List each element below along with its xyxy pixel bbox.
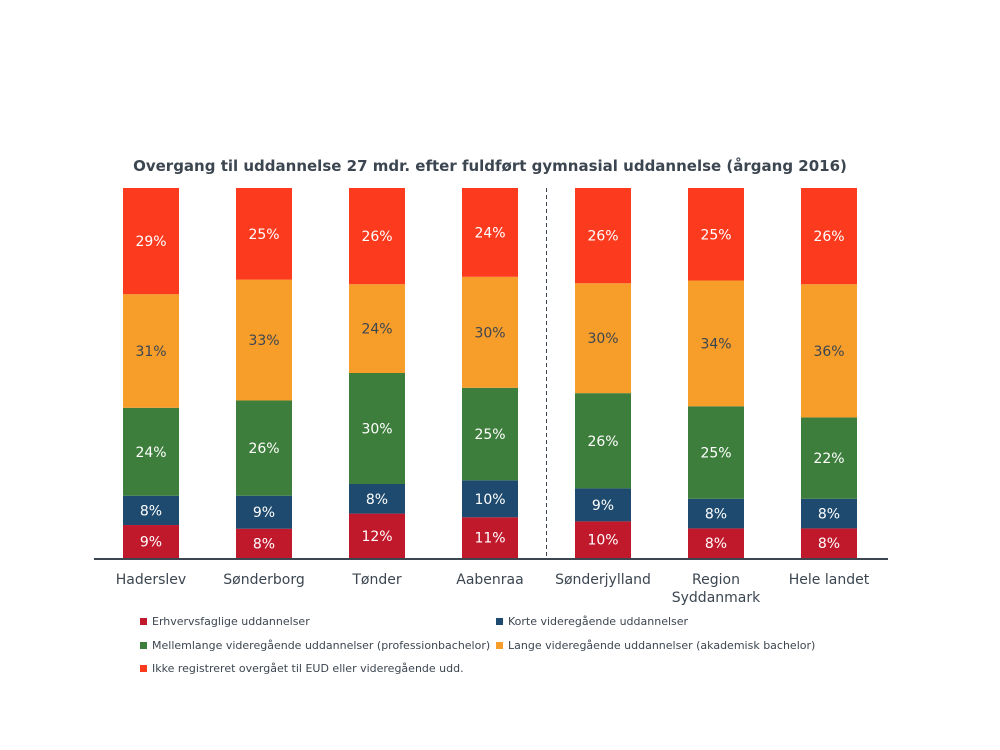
legend-label: Lange videregående uddannelser (akademis… bbox=[508, 639, 816, 652]
legend-label: Ikke registreret overgået til EUD eller … bbox=[152, 662, 464, 675]
bar-value-label: 36% bbox=[813, 344, 844, 360]
bar-value-label: 22% bbox=[813, 451, 844, 467]
category-label: Hele landet bbox=[789, 572, 870, 588]
bar-segment bbox=[349, 284, 405, 373]
legend-swatch bbox=[496, 618, 503, 625]
bar-segment bbox=[462, 387, 518, 481]
bar-segment bbox=[349, 484, 405, 514]
category-label: Aabenraa bbox=[456, 572, 523, 588]
legend-item-korte: Korte videregående uddannelser bbox=[496, 615, 688, 628]
bar-value-label: 31% bbox=[135, 344, 166, 360]
bar-segment bbox=[575, 188, 631, 284]
bar-segment bbox=[462, 188, 518, 277]
bar-value-label: 26% bbox=[813, 229, 844, 245]
bar-value-label: 33% bbox=[248, 333, 279, 349]
bar-value-label: 25% bbox=[474, 427, 505, 443]
category-label: Tønder bbox=[351, 572, 401, 588]
bar-segment bbox=[575, 393, 631, 489]
bar-segment bbox=[688, 188, 744, 281]
bar-value-label: 34% bbox=[700, 336, 731, 352]
bar-segment bbox=[801, 498, 857, 529]
bar-value-label: 30% bbox=[587, 331, 618, 347]
category-label: Syddanmark bbox=[672, 590, 761, 606]
bar-value-label: 24% bbox=[474, 225, 505, 241]
legend-label: Erhvervsfaglige uddannelser bbox=[152, 615, 310, 628]
category-labels: Haderslev Sønderborg Tønder Aabenraa Sønderj… bbox=[116, 572, 870, 606]
bar-value-label: 8% bbox=[705, 536, 727, 552]
bar-segment bbox=[349, 373, 405, 484]
bar-segment bbox=[349, 513, 405, 558]
category-label: Haderslev bbox=[116, 572, 186, 588]
legend-item-ikke-registreret: Ikke registreret overgået til EUD eller … bbox=[140, 662, 464, 675]
bar-segment bbox=[801, 188, 857, 285]
bar-segment bbox=[801, 284, 857, 418]
bar-segment bbox=[575, 283, 631, 394]
bar-value-label: 25% bbox=[248, 227, 279, 243]
legend-label: Korte videregående uddannelser bbox=[508, 615, 689, 628]
legend-swatch bbox=[496, 642, 503, 649]
bar-segment bbox=[123, 407, 179, 496]
bar-segment bbox=[801, 528, 857, 558]
bar-segment bbox=[349, 188, 405, 285]
bar-segment bbox=[236, 279, 292, 401]
bars-group: 9% 8% 24% 31% 29% 8% 9% 26% 33% 25% 12% 8% 30% 24% 26%… bbox=[123, 188, 857, 558]
bar-segment bbox=[236, 188, 292, 280]
legend-item-mellemlange: Mellemlange videregående uddannelser (pr… bbox=[140, 639, 490, 652]
bar-segment bbox=[575, 488, 631, 522]
bar-segment bbox=[575, 521, 631, 558]
bar-value-label: 8% bbox=[140, 503, 162, 519]
chart-title: Overgang til uddannelse 27 mdr. efter fu… bbox=[133, 157, 847, 175]
bar-value-label: 24% bbox=[135, 445, 166, 461]
bar-value-label: 26% bbox=[361, 229, 392, 245]
bar-segment bbox=[123, 188, 179, 295]
bar-segment bbox=[123, 294, 179, 408]
legend-label: Mellemlange videregående uddannelser (pr… bbox=[152, 639, 491, 652]
bar-segment bbox=[462, 480, 518, 518]
bar-value-label: 26% bbox=[587, 434, 618, 450]
legend-swatch bbox=[140, 618, 147, 625]
category-label: Region bbox=[692, 572, 740, 588]
bar-value-label: 9% bbox=[592, 498, 614, 514]
bar-value-label: 25% bbox=[700, 227, 731, 243]
bar-segment bbox=[236, 495, 292, 529]
bar-segment bbox=[462, 517, 518, 558]
bar-segment bbox=[462, 276, 518, 388]
legend-swatch bbox=[140, 642, 147, 649]
bar-value-label: 30% bbox=[474, 325, 505, 341]
bar-value-label: 8% bbox=[818, 536, 840, 552]
bar-segment bbox=[123, 525, 179, 558]
bar-segment bbox=[688, 498, 744, 529]
bar-segment bbox=[688, 406, 744, 499]
bar-segment bbox=[688, 528, 744, 558]
bar-value-label: 26% bbox=[587, 229, 618, 245]
bar-value-label: 26% bbox=[248, 441, 279, 457]
bar-segment bbox=[123, 495, 179, 526]
bar-value-label: 29% bbox=[135, 234, 166, 250]
bar-value-label: 8% bbox=[705, 507, 727, 523]
legend-swatch bbox=[140, 665, 147, 672]
bar-value-label: 10% bbox=[474, 492, 505, 508]
bar-value-label: 25% bbox=[700, 446, 731, 462]
bar-value-label: 9% bbox=[253, 505, 275, 521]
bar-segment bbox=[236, 400, 292, 496]
bar-segment bbox=[236, 528, 292, 558]
bar-value-label: 12% bbox=[361, 529, 392, 545]
bar-value-label: 8% bbox=[366, 492, 388, 508]
legend-item-lange: Lange videregående uddannelser (akademis… bbox=[496, 639, 815, 652]
category-label: Sønderborg bbox=[223, 572, 304, 588]
bar-segment bbox=[801, 417, 857, 499]
bar-value-label: 24% bbox=[361, 322, 392, 338]
category-label: Sønderjylland bbox=[555, 572, 651, 588]
bar-value-label: 30% bbox=[361, 422, 392, 438]
bar-value-label: 11% bbox=[474, 531, 505, 547]
legend-item-erhvervsfaglige: Erhvervsfaglige uddannelser bbox=[140, 615, 310, 628]
bar-value-label: 9% bbox=[140, 535, 162, 551]
bar-segment bbox=[688, 280, 744, 407]
stacked-bar-chart: Overgang til uddannelse 27 mdr. efter fu… bbox=[94, 157, 888, 606]
bar-value-label: 10% bbox=[587, 533, 618, 549]
bar-value-label: 8% bbox=[818, 507, 840, 523]
bar-value-label: 8% bbox=[253, 536, 275, 552]
